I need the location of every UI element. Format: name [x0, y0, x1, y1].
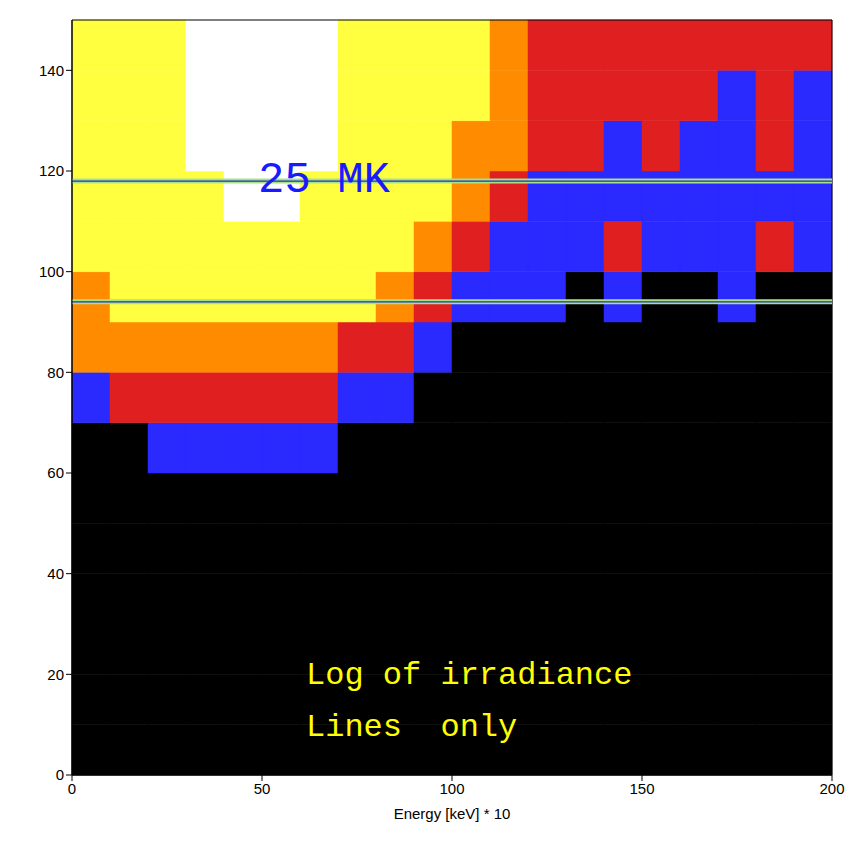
- html-text:Lines only: Lines only: [306, 709, 518, 746]
- svg-text:80: 80: [47, 364, 64, 381]
- html-text:Log of irradiance: Log of irradiance: [306, 657, 633, 694]
- svg-text:100: 100: [439, 780, 464, 797]
- svg-text:60: 60: [47, 464, 64, 481]
- svg-text:50: 50: [254, 780, 271, 797]
- svg-text:120: 120: [39, 162, 64, 179]
- svg-text:Energy [keV] * 10: Energy [keV] * 10: [394, 805, 511, 822]
- svg-text:150: 150: [629, 780, 654, 797]
- svg-text:140: 140: [39, 62, 64, 79]
- svg-text:0: 0: [56, 766, 64, 783]
- svg-text:20: 20: [47, 666, 64, 683]
- html-text:25 MK: 25 MK: [258, 155, 390, 205]
- svg-text:0: 0: [68, 780, 76, 797]
- svg-text:40: 40: [47, 565, 64, 582]
- svg-text:200: 200: [819, 780, 844, 797]
- svg-text:100: 100: [39, 263, 64, 280]
